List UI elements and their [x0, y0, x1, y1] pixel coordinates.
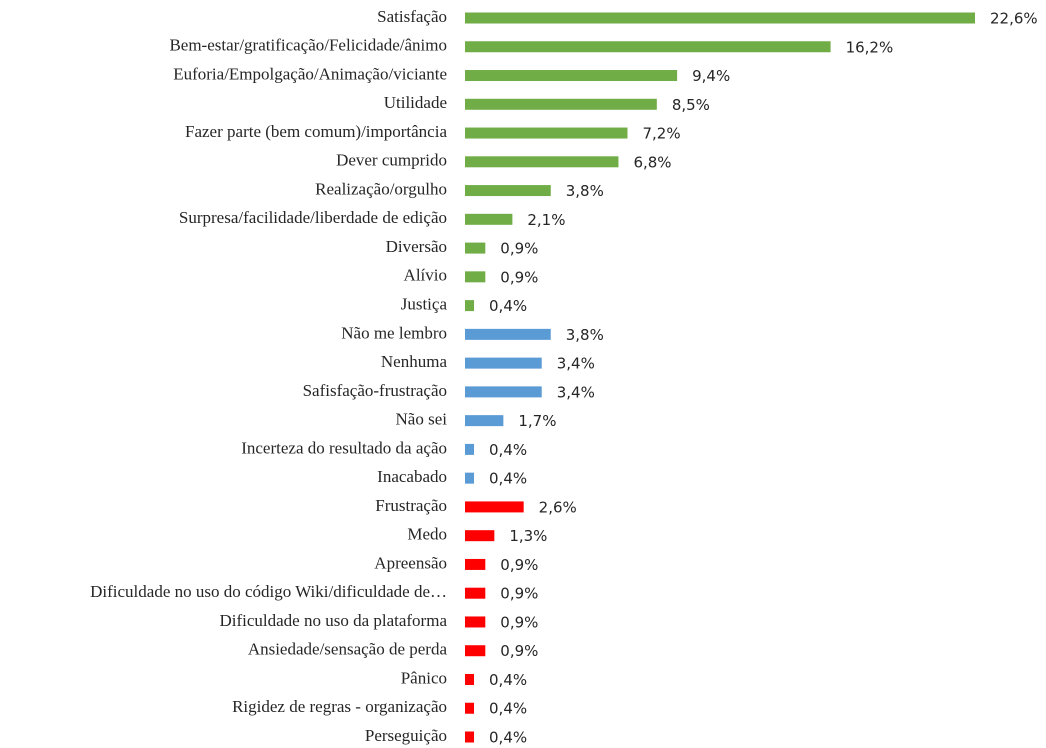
category-label: Realização/orgulho	[315, 179, 447, 198]
bar	[465, 41, 831, 53]
bar	[465, 386, 542, 398]
bar	[465, 587, 486, 599]
bar	[465, 530, 495, 542]
category-label: Safisfação-frustração	[303, 381, 447, 400]
category-label: Surpresa/facilidade/liberdade de edição	[179, 208, 447, 227]
bar	[465, 242, 486, 254]
category-label: Frustração	[375, 496, 447, 515]
category-label: Alívio	[404, 266, 447, 285]
category-label: Não me lembro	[341, 323, 447, 342]
category-label: Fazer parte (bem comum)/importância	[185, 122, 447, 141]
value-label: 0,9%	[500, 556, 538, 574]
value-label: 3,8%	[566, 182, 604, 200]
category-label: Ansiedade/sensação de perda	[248, 640, 448, 659]
value-label: 6,8%	[633, 153, 671, 171]
bar	[465, 501, 524, 513]
category-label: Diversão	[386, 237, 447, 256]
bar	[465, 702, 475, 714]
value-label: 1,3%	[509, 527, 547, 545]
category-label: Perseguição	[365, 726, 447, 745]
bar	[465, 12, 975, 24]
bar	[465, 731, 475, 743]
bar	[465, 70, 678, 82]
bar	[465, 156, 619, 168]
value-label: 0,4%	[489, 729, 527, 747]
category-label: Inacabado	[377, 467, 447, 486]
value-label: 0,4%	[489, 671, 527, 689]
value-label: 0,4%	[489, 441, 527, 459]
bar	[465, 673, 475, 685]
value-label: 0,9%	[500, 268, 538, 286]
value-label: 3,4%	[557, 383, 595, 401]
bar	[465, 616, 486, 628]
category-label: Dever cumprido	[336, 151, 447, 170]
value-label: 7,2%	[642, 125, 680, 143]
value-label: 0,4%	[489, 700, 527, 718]
bar	[465, 357, 542, 369]
value-label: 8,5%	[672, 96, 710, 114]
category-label: Medo	[407, 525, 447, 544]
value-label: 3,8%	[566, 326, 604, 344]
value-label: 0,9%	[500, 613, 538, 631]
bar	[465, 443, 475, 455]
value-label: 3,4%	[557, 355, 595, 373]
bar	[465, 98, 657, 110]
value-label: 22,6%	[990, 10, 1038, 28]
bar	[465, 415, 504, 427]
bar	[465, 558, 486, 570]
value-label: 9,4%	[692, 67, 730, 85]
value-label: 0,9%	[500, 585, 538, 603]
category-label: Pânico	[401, 668, 447, 687]
category-label: Bem-estar/gratificação/Felicidade/ânimo	[169, 36, 447, 55]
category-label: Não sei	[396, 410, 448, 429]
bar	[465, 127, 628, 139]
value-label: 0,9%	[500, 642, 538, 660]
category-label: Utilidade	[384, 93, 447, 112]
bar	[465, 300, 475, 312]
category-label: Nenhuma	[381, 352, 448, 371]
bar	[465, 472, 475, 484]
category-label: Euforia/Empolgação/Animação/viciante	[173, 64, 447, 83]
bar	[465, 213, 513, 225]
value-label: 0,9%	[500, 240, 538, 258]
value-label: 2,6%	[539, 498, 577, 516]
bar	[465, 271, 486, 283]
bar	[465, 185, 551, 197]
category-label: Dificuldade no uso do código Wiki/dificu…	[90, 582, 447, 601]
category-label: Dificuldade no uso da plataforma	[219, 611, 447, 630]
category-label: Incerteza do resultado da ação	[241, 438, 447, 457]
value-label: 1,7%	[518, 412, 556, 430]
category-label: Rigidez de regras - organização	[232, 697, 447, 716]
bar	[465, 645, 486, 657]
category-label: Apreensão	[374, 553, 447, 572]
category-label: Justiça	[401, 295, 448, 314]
value-label: 16,2%	[846, 38, 894, 56]
category-label: Satisfação	[377, 7, 447, 26]
value-label: 0,4%	[489, 470, 527, 488]
bar	[465, 328, 551, 340]
value-label: 2,1%	[527, 211, 565, 229]
value-label: 0,4%	[489, 297, 527, 315]
